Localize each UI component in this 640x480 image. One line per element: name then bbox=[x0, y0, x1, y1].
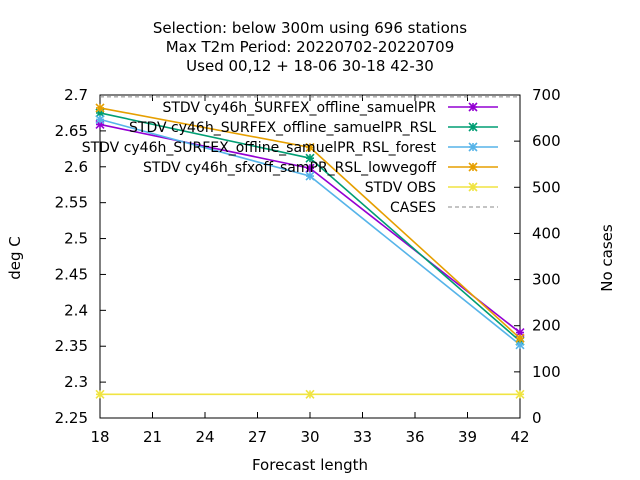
y-tick-label: 2.55 bbox=[55, 194, 88, 212]
y2-tick-label: 100 bbox=[532, 363, 561, 381]
x-tick-label: 36 bbox=[405, 428, 424, 446]
x-tick-label: 21 bbox=[143, 428, 162, 446]
legend-marker bbox=[468, 182, 478, 192]
y-tick-label: 2.45 bbox=[55, 265, 88, 283]
legend-label: CASES bbox=[390, 200, 436, 216]
legend-marker bbox=[468, 162, 478, 172]
title-line-2: Max T2m Period: 20220702-20220709 bbox=[166, 38, 455, 56]
title-line-3: Used 00,12 + 18-06 30-18 42-30 bbox=[186, 57, 434, 75]
y2-axis-label: No cases bbox=[598, 224, 616, 292]
chart-title: Selection: below 300m using 696 stations… bbox=[153, 19, 467, 75]
y-tick-label: 2.3 bbox=[64, 373, 88, 391]
series-point-0 bbox=[305, 163, 315, 173]
x-tick-label: 39 bbox=[458, 428, 477, 446]
series-point-3 bbox=[95, 103, 105, 113]
x-tick-label: 33 bbox=[353, 428, 372, 446]
legend-label: STDV cy46h_SURFEX_offline_samuelPR_RSL bbox=[129, 120, 436, 136]
x-tick-label: 18 bbox=[90, 428, 109, 446]
plot-area: 18 21 24 27 30 33 36 39 42 2.25 2.3 2.35 2.4 2.45 2.5 2… bbox=[55, 86, 561, 446]
title-line-1: Selection: below 300m using 696 stations bbox=[153, 19, 467, 37]
legend-marker bbox=[468, 102, 478, 112]
x-tick-label: 24 bbox=[195, 428, 214, 446]
x-tick-label: 42 bbox=[510, 428, 529, 446]
y-tick-label: 2.7 bbox=[64, 86, 88, 104]
series-point-4 bbox=[95, 389, 105, 399]
series-point-4 bbox=[305, 389, 315, 399]
legend-marker bbox=[468, 142, 478, 152]
series-point-4 bbox=[515, 389, 525, 399]
y-tick-label: 2.25 bbox=[55, 409, 88, 427]
series-point-2 bbox=[515, 340, 525, 350]
legend-label: STDV OBS bbox=[365, 180, 436, 196]
y-tick-label: 2.6 bbox=[64, 158, 88, 176]
y2-tick-label: 300 bbox=[532, 271, 561, 289]
series-point-0 bbox=[515, 328, 525, 338]
y-tick-label: 2.4 bbox=[64, 301, 88, 319]
x-axis-label: Forecast length bbox=[252, 456, 368, 474]
series-point-0 bbox=[95, 119, 105, 129]
legend-label: STDV cy46h_SURFEX_offline_samuelPR bbox=[162, 100, 436, 116]
y-tick-label: 2.5 bbox=[64, 230, 88, 248]
legend-marker bbox=[468, 122, 478, 132]
y-tick-label: 2.35 bbox=[55, 337, 88, 355]
series-point-2 bbox=[305, 171, 315, 181]
y2-tick-label: 700 bbox=[532, 86, 561, 104]
y2-tick-label: 600 bbox=[532, 132, 561, 150]
y-tick-label: 2.65 bbox=[55, 122, 88, 140]
y2-tick-label: 200 bbox=[532, 317, 561, 335]
series-point-1 bbox=[305, 153, 315, 163]
y-axis-label: deg C bbox=[6, 236, 24, 280]
series-point-2 bbox=[95, 114, 105, 124]
series-point-3 bbox=[305, 142, 315, 152]
y2-tick-label: 0 bbox=[532, 409, 542, 427]
x-tick-label: 30 bbox=[300, 428, 319, 446]
legend-label: STDV cy46h_SURFEX_offline_samuelPR_RSL_f… bbox=[82, 140, 437, 156]
x-tick-label: 27 bbox=[248, 428, 267, 446]
legend-label: STDV cy46h_sfxoff_samPR_RSL_lowvegoff bbox=[143, 160, 436, 176]
y2-tick-label: 500 bbox=[532, 178, 561, 196]
series-point-3 bbox=[515, 333, 525, 343]
y2-tick-label: 400 bbox=[532, 224, 561, 242]
series-point-1 bbox=[95, 108, 105, 118]
